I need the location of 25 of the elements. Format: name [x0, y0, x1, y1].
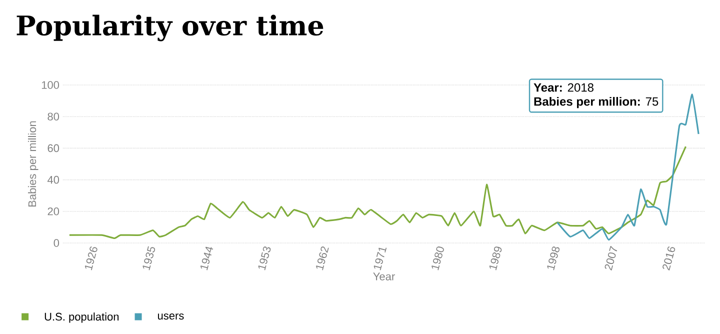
x-tick-label: 1935: [142, 246, 156, 270]
y-tick-label: 60: [48, 144, 60, 152]
y-axis-title: Babies per million: [28, 121, 38, 206]
annotation: Year: 2018: [534, 83, 594, 92]
x-tick-label: 1962: [316, 246, 329, 270]
x-tick-label: 1971: [374, 248, 387, 270]
y-tick-label: 40: [47, 176, 60, 184]
x-tick-label: 1944: [200, 246, 214, 270]
y-tick-label: 100: [42, 81, 60, 89]
x-tick-label: 1953: [258, 246, 271, 270]
y-tick-label: 80: [48, 112, 60, 120]
x-tick-label: 2016: [662, 246, 676, 270]
y-tick-label: 20: [48, 208, 60, 216]
x-axis-title: Year: [373, 272, 395, 280]
line-series: [68, 146, 687, 240]
x-tick-label: 1926: [84, 246, 98, 270]
x-tick-label: 1998: [547, 246, 560, 270]
x-tick-label: 2007: [604, 246, 618, 270]
legend-label: users: [158, 314, 184, 320]
chart-title: Popularity over time: [16, 14, 324, 42]
legend-label: U.S. population: [44, 312, 119, 323]
y-tick-label: 0: [54, 239, 60, 247]
x-tick-label: 1989: [489, 246, 502, 270]
x-tick-label: 1980: [432, 246, 444, 270]
annotation: Babies per million: 75: [534, 96, 658, 108]
